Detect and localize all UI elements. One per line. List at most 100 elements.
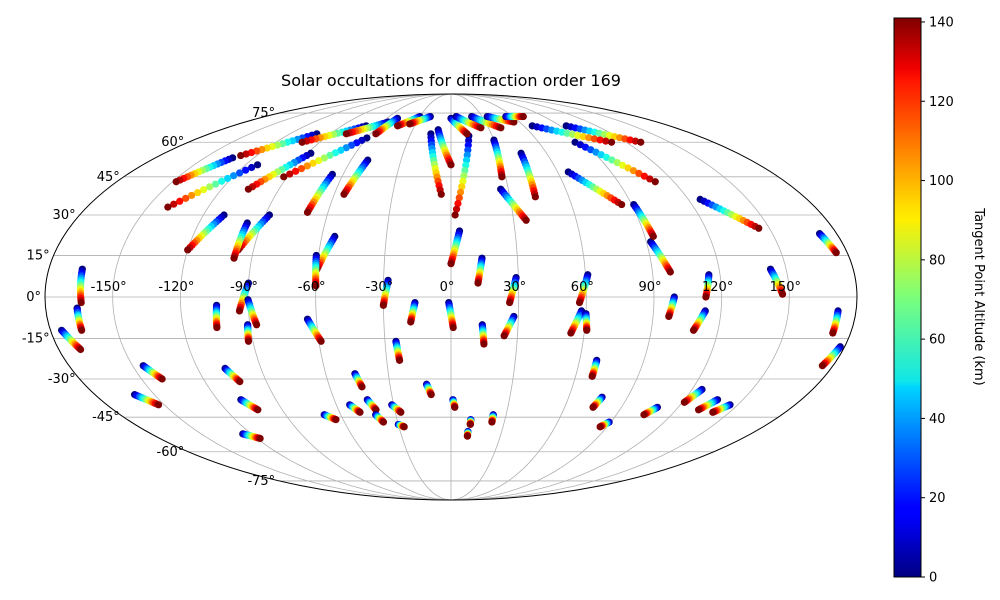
lat-tick-label: 0°: [26, 290, 41, 305]
occultation-track: [596, 418, 613, 431]
occultation-point: [194, 188, 202, 197]
occultation-point: [237, 151, 245, 160]
meridian-120: [450, 94, 723, 500]
latitude-tick-labels: -75° -60° -45° -30° -15° 0° 15° 30° 45° 60° 75°: [22, 106, 275, 489]
occultation-point: [342, 130, 350, 138]
occultation-point: [400, 423, 408, 431]
occultation-point: [253, 321, 261, 329]
colorbar-label: Tangent Point Altitude (km): [971, 207, 986, 385]
occultation-point: [500, 332, 508, 340]
occultation-point: [200, 186, 208, 194]
graticule: [45, 94, 857, 500]
occultation-point: [407, 318, 415, 326]
occultation-track: [571, 138, 659, 186]
occultation-track: [230, 219, 251, 262]
occultation-point: [590, 135, 598, 143]
lon-tick-label: -30°: [365, 280, 393, 295]
occultation-track: [244, 296, 261, 329]
occultation-point: [649, 232, 657, 240]
lon-tick-label: -150°: [91, 280, 127, 295]
occultation-point: [459, 177, 467, 185]
occultation-point: [454, 199, 462, 208]
occultation-point: [702, 293, 710, 301]
lon-tick-label: -90°: [230, 280, 258, 295]
occultation-point: [579, 132, 587, 141]
occultation-point: [244, 185, 252, 193]
occultation-track: [463, 427, 472, 440]
occultation-point: [427, 391, 435, 399]
occultation-track: [449, 396, 459, 411]
lat-tick-label: 15°: [27, 248, 50, 263]
occultation-point: [298, 138, 306, 146]
occultation-point: [588, 372, 596, 380]
occultation-track: [497, 185, 530, 224]
occultation-point: [589, 403, 597, 411]
occultation-point: [77, 345, 85, 354]
occultation-point: [309, 159, 317, 167]
occultation-point: [397, 408, 405, 416]
occultation-point: [184, 246, 192, 254]
occultation-point: [619, 161, 627, 169]
colorbar: 0 20 40 60 80 100 120 140 Tangent Point Altitud…: [893, 15, 986, 586]
occultation-point: [474, 279, 482, 287]
occultation-track: [303, 315, 325, 345]
chart-title: Solar occultations for diffraction order…: [281, 71, 621, 90]
lat-tick-label: 30°: [53, 208, 76, 223]
occultation-track: [379, 276, 392, 309]
occultation-track: [394, 420, 408, 431]
occultation-track: [680, 385, 706, 406]
occultation-point: [613, 159, 621, 167]
occultation-track: [564, 168, 626, 209]
occultation-point: [567, 329, 575, 337]
lat-tick-label: 45°: [97, 170, 120, 185]
occultation-track: [280, 134, 371, 181]
occultation-point: [437, 190, 445, 198]
meridian--150: [112, 94, 452, 500]
occultation-point: [618, 200, 626, 209]
colorbar-tick-label: 140: [929, 15, 954, 30]
occultation-point: [176, 197, 184, 205]
occultation-point: [182, 194, 190, 202]
occultation-track: [372, 411, 388, 426]
occultation-track: [392, 337, 404, 364]
occultation-point: [608, 156, 616, 164]
occultation-point: [230, 254, 238, 262]
occultation-track: [488, 411, 497, 426]
occultation-track: [818, 343, 844, 370]
occultation-track: [221, 364, 244, 386]
lat-tick-label: 75°: [252, 106, 275, 121]
occultation-point: [461, 166, 469, 175]
lon-tick-label: 150°: [770, 280, 801, 295]
occultation-track: [528, 122, 616, 146]
occultation-point: [597, 151, 605, 159]
occultation-track: [474, 254, 486, 287]
colorbar-tick-label: 20: [929, 491, 946, 506]
occultation-track: [244, 321, 253, 345]
occultation-track: [445, 298, 457, 332]
occultation-track: [689, 307, 709, 334]
occultation-point: [447, 161, 455, 169]
occultation-point: [206, 183, 214, 191]
occultation-point: [596, 423, 604, 431]
occultation-point: [303, 162, 311, 170]
occultation-point: [394, 122, 402, 130]
occultation-track: [829, 307, 842, 337]
occultation-point: [602, 137, 610, 145]
occultation-track: [239, 430, 264, 443]
occultation-point: [253, 161, 262, 169]
occultation-point: [829, 329, 837, 337]
occultation-point: [755, 224, 763, 232]
occultation-track: [73, 304, 86, 334]
occultation-point: [583, 326, 591, 334]
occultation-track: [427, 130, 445, 198]
occultation-point: [463, 432, 472, 440]
occultation-point: [452, 205, 461, 213]
lat-tick-label: 60°: [161, 135, 184, 150]
colorbar-tick-label: 60: [929, 333, 946, 348]
occultation-track: [502, 112, 527, 121]
lat-tick-label: -30°: [48, 372, 76, 387]
colorbar-tick-label: 40: [929, 412, 946, 427]
occultation-point: [460, 172, 468, 180]
longitude-tick-labels: -150° -120° -90° -60° -30° 0° 30° 60° 90° 120° 150…: [91, 280, 801, 295]
occultation-point: [498, 173, 506, 181]
